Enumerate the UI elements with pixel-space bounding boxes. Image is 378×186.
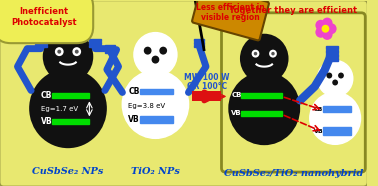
Bar: [324, 106, 351, 112]
Bar: [89, 45, 101, 47]
Text: Together they are efficient: Together they are efficient: [229, 6, 358, 15]
Text: VB: VB: [231, 110, 242, 116]
Bar: [53, 93, 89, 98]
Circle shape: [322, 29, 333, 40]
Text: VB: VB: [128, 115, 140, 124]
Text: OR 100°C: OR 100°C: [187, 82, 227, 92]
Circle shape: [228, 72, 300, 145]
Bar: [327, 58, 338, 61]
Bar: [194, 42, 204, 44]
Bar: [53, 119, 89, 124]
Bar: [194, 39, 204, 41]
Bar: [140, 89, 173, 94]
Circle shape: [318, 61, 353, 96]
Bar: [35, 39, 46, 41]
Text: Eg=1.7 eV: Eg=1.7 eV: [41, 106, 78, 112]
Circle shape: [57, 50, 61, 54]
Circle shape: [315, 20, 326, 31]
Circle shape: [134, 33, 177, 76]
Bar: [324, 127, 351, 135]
Bar: [105, 48, 115, 50]
Bar: [89, 39, 101, 41]
Circle shape: [43, 31, 93, 82]
Text: CB: CB: [314, 107, 323, 112]
Bar: [241, 111, 282, 116]
Circle shape: [310, 92, 360, 144]
Circle shape: [332, 79, 338, 86]
Circle shape: [122, 70, 189, 138]
Circle shape: [315, 27, 326, 38]
Text: Inefficient
Photocatalyst: Inefficient Photocatalyst: [11, 7, 76, 26]
Circle shape: [72, 47, 81, 56]
Text: VB: VB: [314, 129, 324, 134]
Circle shape: [269, 50, 277, 58]
FancyBboxPatch shape: [192, 92, 222, 101]
Bar: [140, 116, 173, 123]
FancyBboxPatch shape: [0, 0, 368, 186]
Circle shape: [29, 69, 107, 148]
Circle shape: [75, 50, 79, 54]
Bar: [327, 50, 338, 53]
Text: VB: VB: [41, 117, 53, 126]
Text: CuSbSe₂ NPs: CuSbSe₂ NPs: [32, 167, 104, 176]
Text: CB: CB: [231, 92, 242, 98]
Circle shape: [240, 34, 288, 84]
Text: CB: CB: [41, 91, 52, 100]
Bar: [194, 45, 204, 47]
FancyBboxPatch shape: [222, 13, 365, 172]
Circle shape: [254, 52, 257, 55]
Bar: [35, 45, 46, 47]
Circle shape: [322, 18, 333, 28]
Bar: [327, 46, 338, 49]
Text: CuSbSe₂/TiO₂ nanohybrid: CuSbSe₂/TiO₂ nanohybrid: [224, 169, 363, 178]
Circle shape: [55, 47, 64, 56]
Circle shape: [338, 73, 344, 78]
Bar: [105, 51, 115, 53]
Circle shape: [271, 52, 275, 55]
Circle shape: [144, 47, 152, 55]
Text: Less efficient in
visible region: Less efficient in visible region: [196, 3, 265, 22]
FancyBboxPatch shape: [192, 0, 269, 40]
Circle shape: [326, 23, 337, 34]
Text: MW 100 W: MW 100 W: [184, 73, 230, 81]
Circle shape: [159, 47, 167, 55]
Circle shape: [252, 50, 259, 58]
Circle shape: [322, 25, 329, 33]
Bar: [35, 42, 46, 44]
Text: CB: CB: [128, 87, 139, 96]
Bar: [105, 45, 115, 47]
Bar: [327, 54, 338, 57]
Bar: [89, 42, 101, 44]
Text: TiO₂ NPs: TiO₂ NPs: [131, 167, 180, 176]
Circle shape: [152, 56, 159, 64]
Bar: [241, 93, 282, 98]
Text: Eg=3.8 eV: Eg=3.8 eV: [128, 103, 165, 109]
Circle shape: [327, 73, 332, 78]
